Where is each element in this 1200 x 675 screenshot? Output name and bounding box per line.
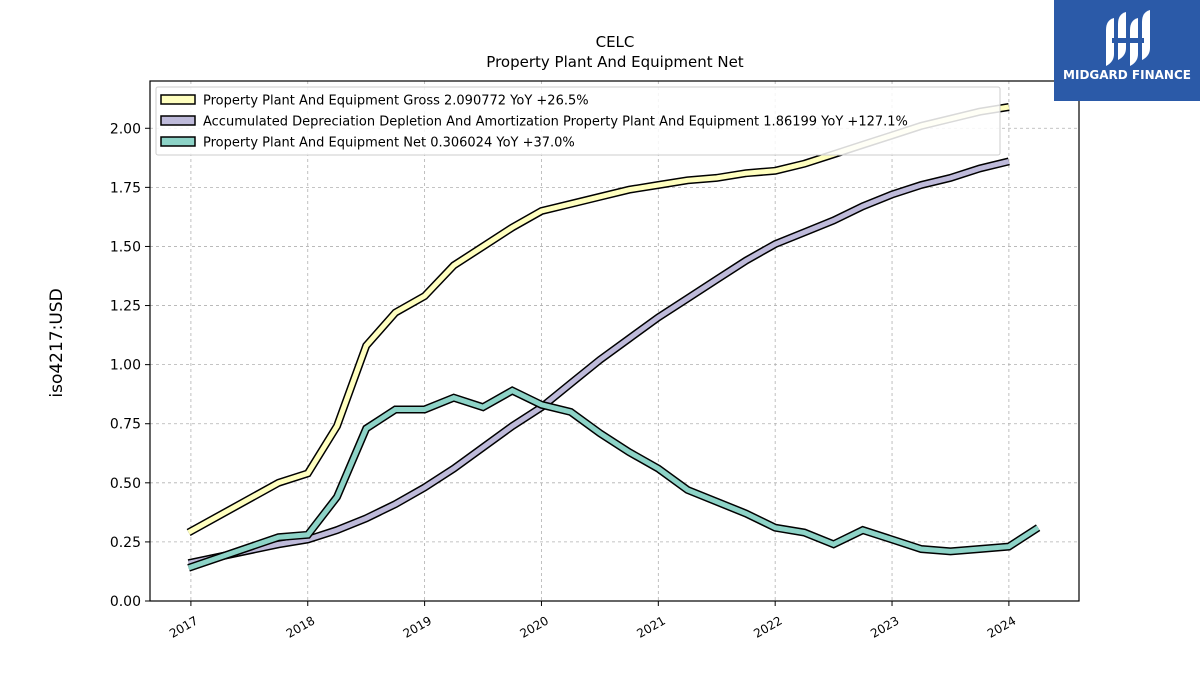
series-line [187, 104, 1010, 535]
series-line [187, 387, 1040, 571]
series-line [188, 158, 1010, 566]
x-tick-label: 2022 [751, 613, 784, 640]
y-tick-label: 2.00 [110, 121, 141, 137]
legend-swatch [160, 136, 196, 147]
chart-subtitle: Property Plant And Equipment Net [486, 53, 743, 71]
logo-mark-icon [1106, 10, 1150, 66]
y-tick-label: 1.00 [110, 358, 141, 374]
y-tick-label: 1.50 [110, 239, 141, 255]
x-tick-label: 2021 [634, 613, 667, 640]
legend-entry: Accumulated Depreciation Depletion And A… [203, 115, 908, 130]
x-tick-label: 2024 [985, 613, 1018, 640]
y-tick-label: 0.50 [110, 476, 141, 492]
y-axis-label: iso4217:USD [47, 288, 67, 397]
legend-swatch [160, 94, 196, 105]
y-tick-label: 0.00 [110, 594, 141, 610]
x-tick-label: 2023 [868, 613, 901, 640]
y-tick-label: 1.25 [110, 299, 141, 315]
grid [150, 81, 1079, 602]
chart-title: CELC [596, 33, 635, 51]
y-tick-label: 1.75 [110, 180, 141, 196]
legend-entry: Property Plant And Equipment Gross 2.090… [203, 94, 589, 109]
y-tick-label: 0.25 [110, 535, 141, 551]
legend: Property Plant And Equipment Gross 2.090… [155, 86, 1001, 156]
series-outline [187, 386, 1041, 572]
x-tick-label: 2020 [518, 613, 551, 640]
x-tick-label: 2019 [401, 613, 434, 640]
x-tick-label: 2017 [167, 613, 200, 640]
plot-frame [149, 80, 1080, 602]
x-tick-label: 2018 [284, 613, 317, 640]
y-tick-label: 0.75 [110, 417, 141, 433]
legend-entry: Property Plant And Equipment Net 0.30602… [203, 136, 575, 151]
midgard-finance-logo: MIDGARD FINANCE [1054, 0, 1200, 101]
series-lines [186, 103, 1041, 572]
legend-box [155, 86, 1001, 156]
legend-swatch [160, 115, 196, 126]
logo-text: MIDGARD FINANCE [1063, 68, 1191, 82]
